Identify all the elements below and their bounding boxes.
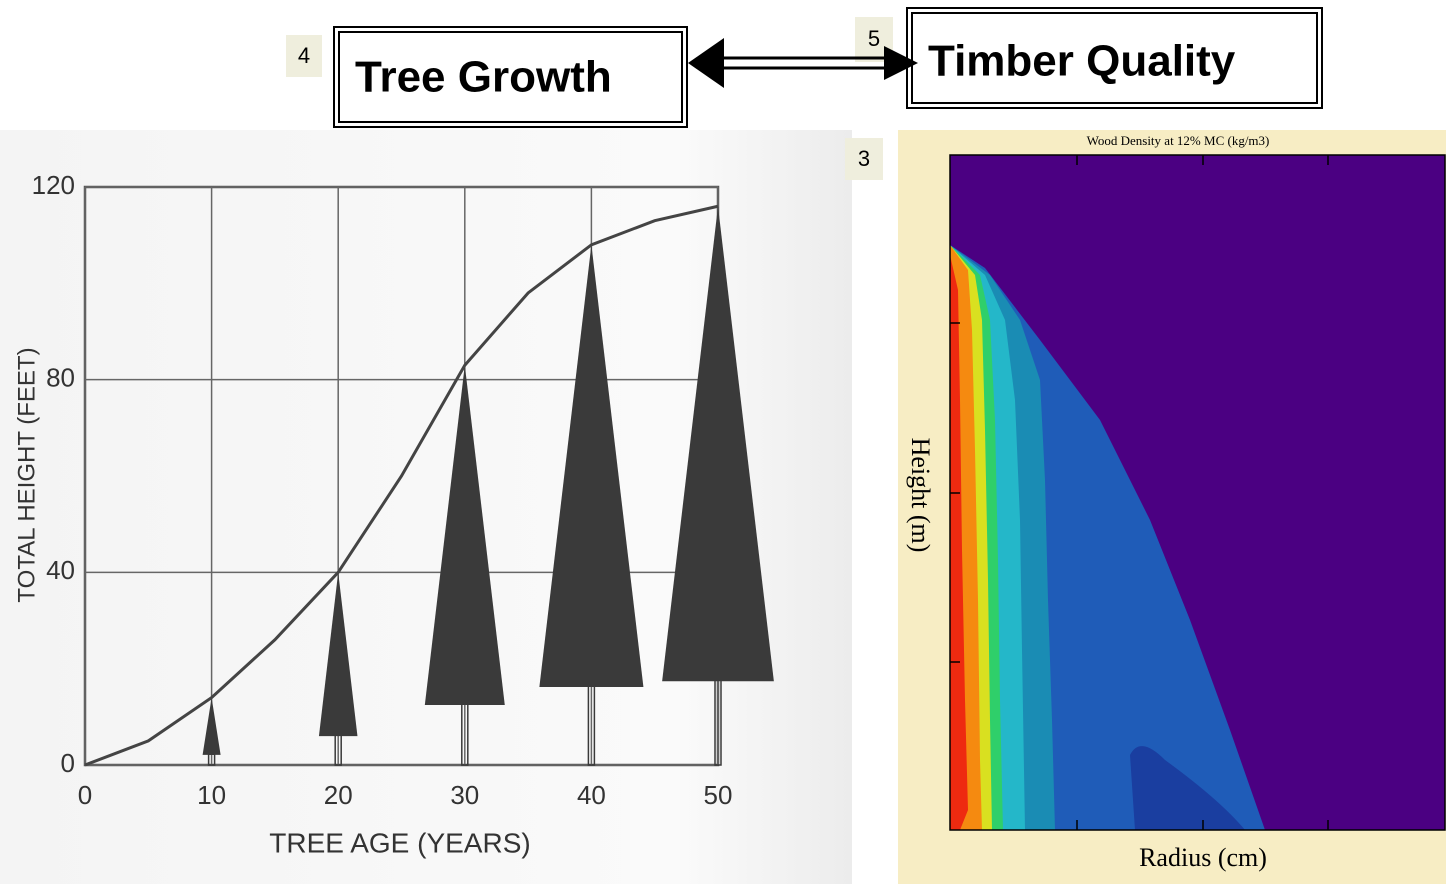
- double-arrow: [688, 38, 918, 88]
- tree: [662, 206, 774, 766]
- y-axis-label: TOTAL HEIGHT (FEET): [13, 347, 40, 602]
- label-box-inner: [338, 31, 683, 123]
- x-tick-label: 10: [197, 780, 226, 810]
- chart-title: Wood Density at 12% MC (kg/m3): [1087, 133, 1270, 148]
- x-axis-label: TREE AGE (YEARS): [269, 827, 530, 858]
- tree: [539, 244, 644, 766]
- y-tick-label: 80: [46, 363, 75, 393]
- label-box: [333, 26, 688, 128]
- contour-plot: [949, 154, 1446, 831]
- box-number: 4: [298, 43, 310, 68]
- x-tick-label: 50: [704, 780, 733, 810]
- y-tick-label: 40: [46, 555, 75, 585]
- number-box: [286, 35, 322, 77]
- label-text: Tree Growth: [355, 53, 612, 102]
- x-tick-label: 40: [577, 780, 606, 810]
- box-number: 3: [858, 146, 870, 171]
- x-tick-label: 30: [450, 780, 479, 810]
- y-tick-label: 0: [61, 748, 75, 778]
- x-tick-label: 0: [78, 780, 92, 810]
- box-number: 5: [868, 26, 880, 51]
- x-tick-label: 20: [324, 780, 353, 810]
- y-axis-label: Height (m): [906, 438, 935, 553]
- x-axis-label: Radius (cm): [1139, 843, 1267, 872]
- label-box: [906, 7, 1323, 109]
- tree: [424, 365, 505, 766]
- label-box-inner: [911, 12, 1318, 104]
- growth-curve: [84, 204, 719, 767]
- y-tick-label: 120: [32, 170, 75, 200]
- number-box: [845, 138, 883, 180]
- tree: [202, 697, 221, 766]
- label-text: Timber Quality: [928, 37, 1236, 86]
- tree: [318, 572, 358, 766]
